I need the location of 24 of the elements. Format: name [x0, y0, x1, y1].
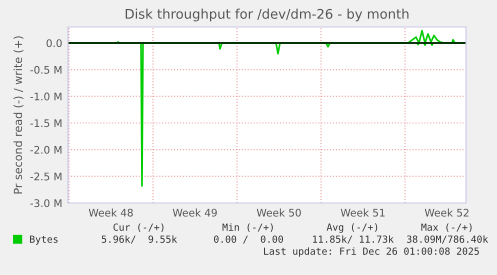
x-tick-label: Week 49 — [172, 208, 217, 217]
y-tick-label: -0.5 M — [30, 66, 62, 74]
text: Last update: Fri Dec 26 01:00:08 2025 — [264, 247, 479, 257]
y-tick-label: -2.0 M — [30, 146, 62, 154]
y-axis-title: Pr second read (-) / write (+) — [14, 36, 24, 194]
text: 38.09M/786.40k — [406, 235, 488, 244]
x-tick-label: Week 52 — [424, 208, 469, 217]
text: 11.85k/ 11.73k — [313, 235, 394, 244]
x-tick-label: Week 51 — [340, 208, 385, 217]
text: Min (-/+) — [222, 223, 273, 232]
y-tick-label: 0.0 — [46, 39, 62, 48]
chart-title: Disk throughput for /dev/dm-26 - by month — [126, 8, 408, 22]
text: Max (-/+) — [421, 223, 472, 232]
y-tick-label: -1.0 M — [30, 92, 62, 100]
x-tick-label: Week 50 — [256, 208, 301, 217]
text: 5.96k/ 9.55k — [102, 235, 178, 244]
x-tick-label: Week 48 — [88, 208, 133, 217]
y-tick-label: -1.5 M — [30, 119, 62, 128]
text: 0.00 / 0.00 — [214, 235, 283, 244]
y-tick-label: -2.5 M — [30, 172, 62, 180]
text: Avg (-/+) — [326, 223, 378, 233]
y-tick-label: -3.0 M — [30, 199, 62, 208]
text: Cur (-/+) — [113, 223, 164, 232]
legend-label: Bytes — [30, 236, 58, 245]
